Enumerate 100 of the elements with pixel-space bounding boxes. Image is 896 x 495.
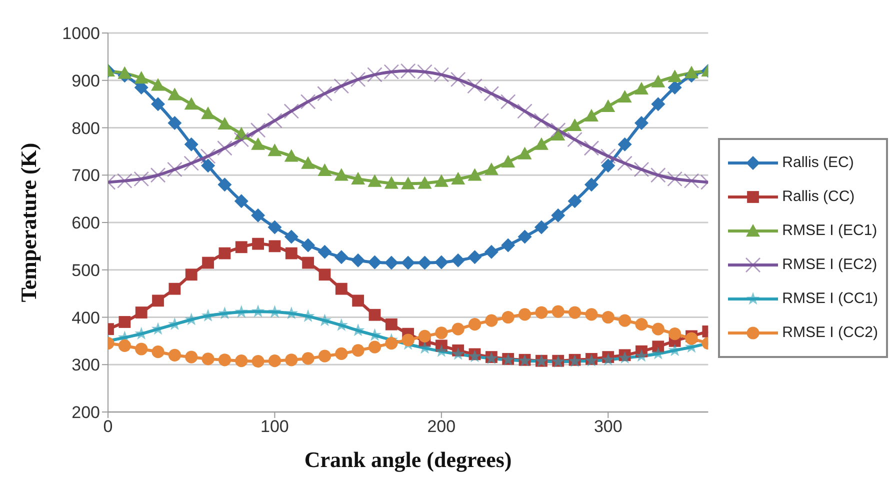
point [352, 344, 364, 357]
point [352, 294, 364, 307]
point [435, 326, 448, 340]
legend-label: Rallis (CC) [782, 188, 855, 205]
point [118, 66, 132, 79]
point [318, 350, 332, 362]
point [268, 354, 282, 368]
point [652, 340, 664, 353]
point [418, 330, 432, 342]
point [184, 137, 198, 152]
point [268, 305, 282, 318]
legend-label: RMSE I (EC2) [782, 256, 878, 273]
point [168, 282, 181, 295]
point [185, 350, 198, 364]
point [351, 172, 366, 185]
point [318, 163, 332, 176]
point [518, 308, 532, 321]
point [651, 74, 666, 88]
point [636, 345, 648, 358]
point [468, 250, 482, 264]
y-tick-label: 400 [72, 308, 100, 328]
point [201, 158, 216, 173]
point [634, 116, 648, 130]
point [402, 334, 414, 346]
point [318, 268, 331, 281]
x-tick-label: 300 [594, 417, 622, 436]
point [484, 162, 498, 176]
point [118, 316, 131, 328]
point [285, 354, 298, 366]
point [301, 238, 316, 252]
point [268, 220, 282, 234]
point [601, 352, 615, 366]
point [301, 156, 316, 169]
point [368, 340, 382, 354]
point [618, 137, 632, 152]
legend-label: RMSE I (CC2) [782, 324, 878, 341]
point [268, 143, 282, 156]
point [468, 318, 482, 331]
point [334, 250, 348, 264]
point [651, 97, 666, 112]
x-axis-title: Crank angle (degrees) [304, 447, 512, 472]
point [118, 339, 131, 352]
point [152, 294, 164, 307]
y-tick-label: 200 [72, 403, 100, 422]
point [534, 220, 548, 234]
point [635, 318, 648, 331]
point [534, 137, 548, 150]
point [484, 244, 498, 259]
point [151, 97, 166, 112]
point [401, 176, 416, 190]
point [418, 176, 432, 189]
point [451, 172, 466, 185]
point [401, 256, 416, 270]
point [468, 168, 482, 181]
point [618, 90, 632, 103]
point [668, 343, 682, 356]
point [518, 146, 532, 160]
point [602, 310, 614, 324]
point [451, 347, 465, 360]
point [668, 80, 682, 94]
point [452, 344, 464, 356]
point [501, 238, 516, 252]
point [502, 310, 514, 324]
point [668, 70, 682, 82]
point [184, 97, 198, 110]
point [284, 306, 298, 320]
point [151, 78, 166, 91]
point [452, 322, 464, 336]
legend-label: RMSE I (CC1) [782, 290, 878, 307]
point [568, 194, 582, 208]
point [652, 322, 664, 336]
point [618, 314, 632, 327]
point [334, 168, 348, 181]
point [234, 305, 248, 318]
point [618, 350, 632, 364]
point [218, 354, 231, 366]
point [634, 82, 648, 94]
point [368, 174, 382, 187]
legend-label: Rallis (EC) [782, 154, 854, 171]
point [684, 66, 698, 78]
point [252, 238, 264, 250]
point [152, 346, 164, 358]
point [302, 352, 314, 365]
point [268, 240, 281, 252]
point [685, 332, 698, 345]
point [585, 308, 598, 321]
point [185, 268, 198, 281]
point [252, 355, 264, 368]
point [351, 253, 366, 268]
y-tick-label: 900 [72, 71, 100, 90]
point [485, 314, 498, 327]
point [418, 341, 432, 354]
point [302, 256, 314, 269]
point [201, 106, 216, 120]
point [218, 306, 232, 320]
y-tick-label: 700 [72, 166, 100, 186]
point [518, 230, 532, 244]
point [251, 208, 266, 222]
point [434, 174, 448, 187]
point [202, 352, 214, 366]
